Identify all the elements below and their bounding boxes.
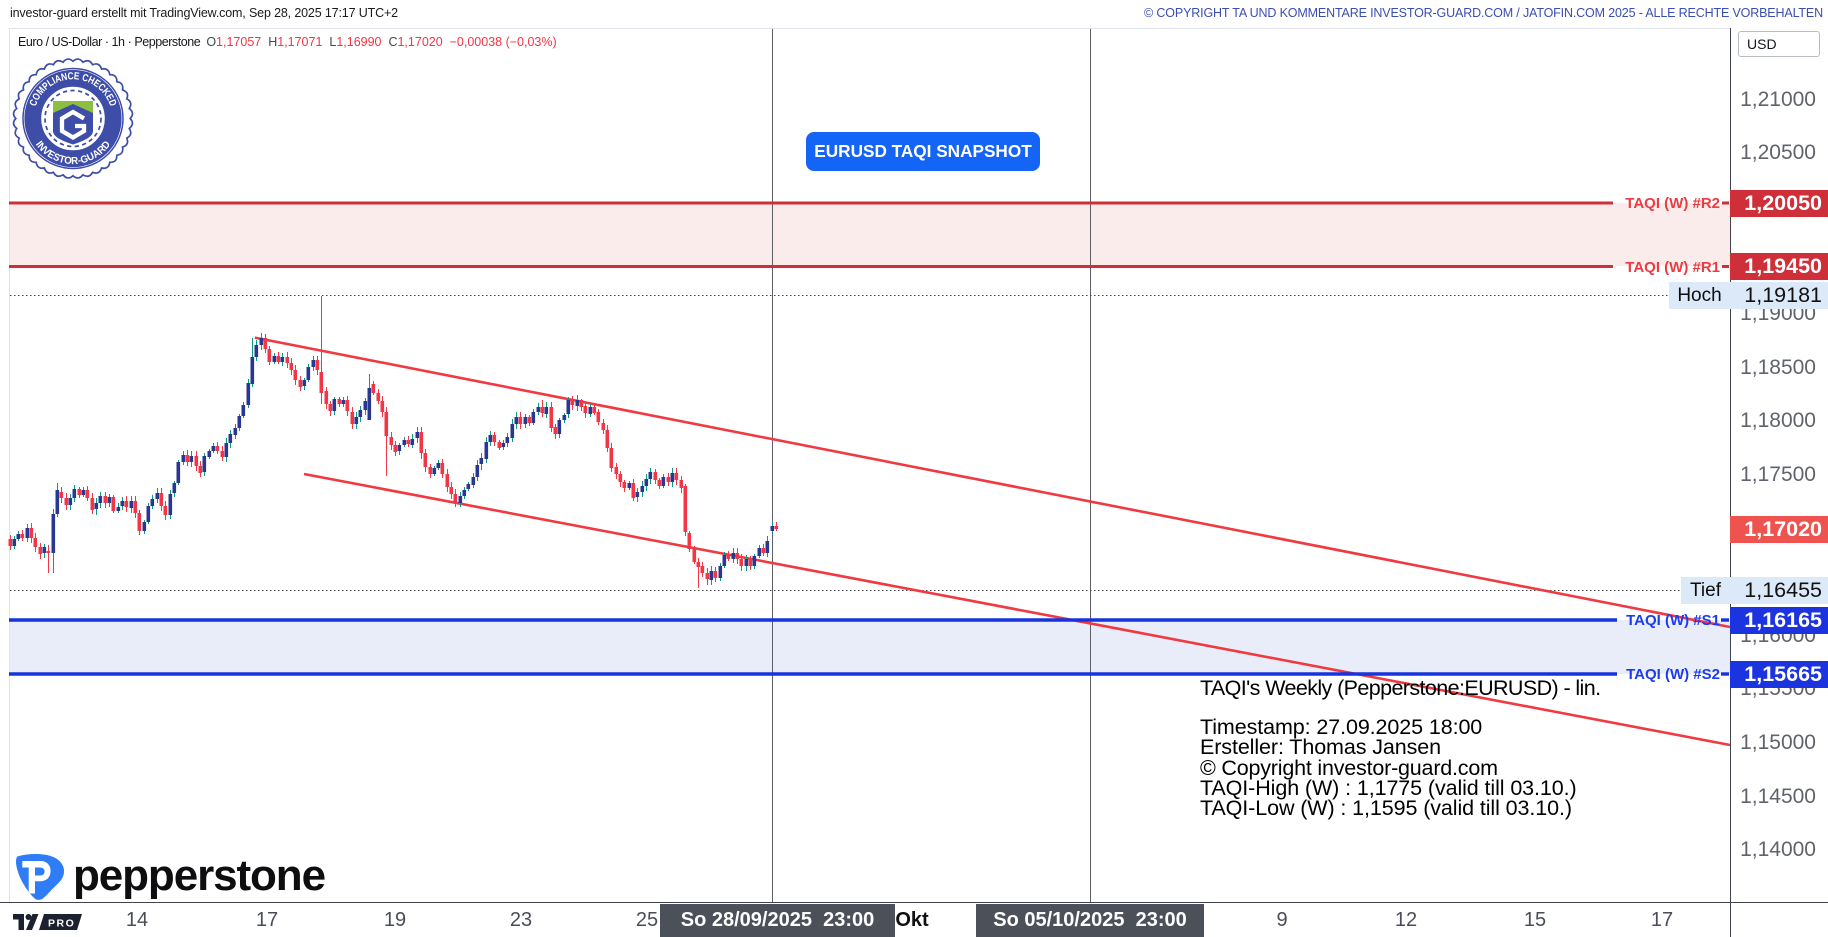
svg-text:PRO: PRO: [48, 918, 75, 930]
